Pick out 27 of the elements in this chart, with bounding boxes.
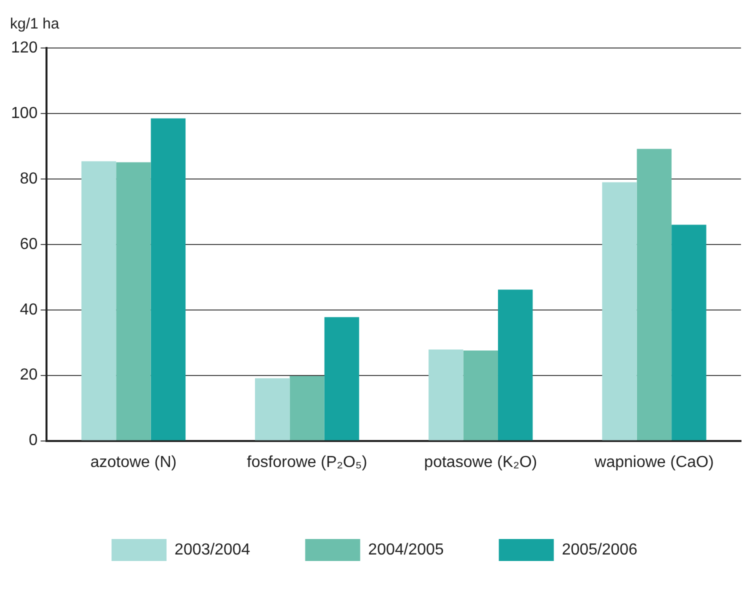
legend-label: 2004/2005	[368, 541, 444, 558]
y-tick-label: 20	[20, 366, 38, 384]
bar	[498, 290, 533, 440]
bar	[636, 148, 672, 440]
bar	[602, 182, 637, 440]
bar	[463, 350, 498, 440]
legend-label: 2005/2006	[562, 541, 638, 558]
bar	[672, 224, 706, 440]
x-tick-label: wapniowe (CaO)	[594, 454, 714, 471]
y-tick-label: 80	[20, 170, 38, 188]
y-tick-label: 100	[10, 104, 38, 122]
y-tick-label: 120	[10, 39, 38, 56]
bar	[150, 118, 186, 440]
y-tick-label: 60	[20, 236, 38, 253]
bar	[81, 161, 116, 440]
x-tick-label: potasowe (K₂O)	[424, 454, 538, 471]
bar	[428, 349, 464, 440]
y-tick-label: 0	[28, 432, 38, 450]
bar	[116, 162, 151, 440]
x-tick-label: azotowe (N)	[90, 454, 177, 471]
bar	[324, 317, 360, 440]
legend-label: 2003/2004	[174, 541, 250, 558]
bar	[290, 376, 324, 440]
y-axis-title: kg/1 ha	[10, 16, 60, 33]
y-tick-label: 40	[20, 301, 38, 318]
bar	[254, 378, 290, 440]
x-tick-label: fosforowe (P₂O₅)	[246, 454, 368, 471]
